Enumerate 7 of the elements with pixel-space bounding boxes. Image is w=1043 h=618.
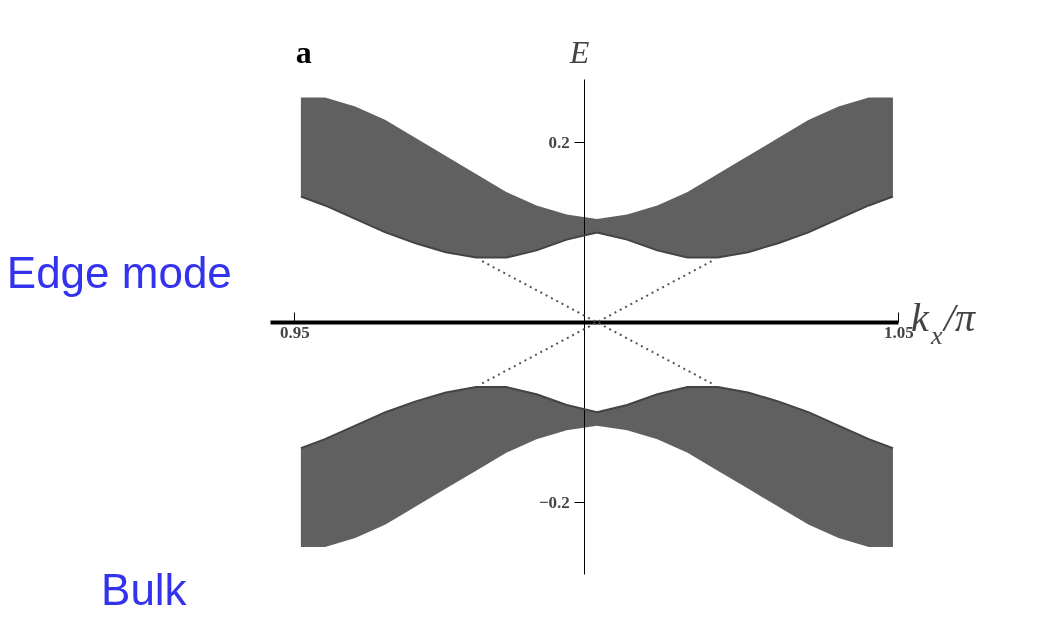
- y-axis-title: E: [568, 33, 590, 70]
- text: Edge mode: [6, 248, 232, 298]
- text: a: [295, 33, 312, 70]
- y-tick-label: −0.2: [538, 492, 570, 512]
- y-tick-label: 0.2: [548, 133, 570, 153]
- x-tick-label: 0.95: [279, 323, 310, 343]
- text: Bulk: [101, 565, 188, 614]
